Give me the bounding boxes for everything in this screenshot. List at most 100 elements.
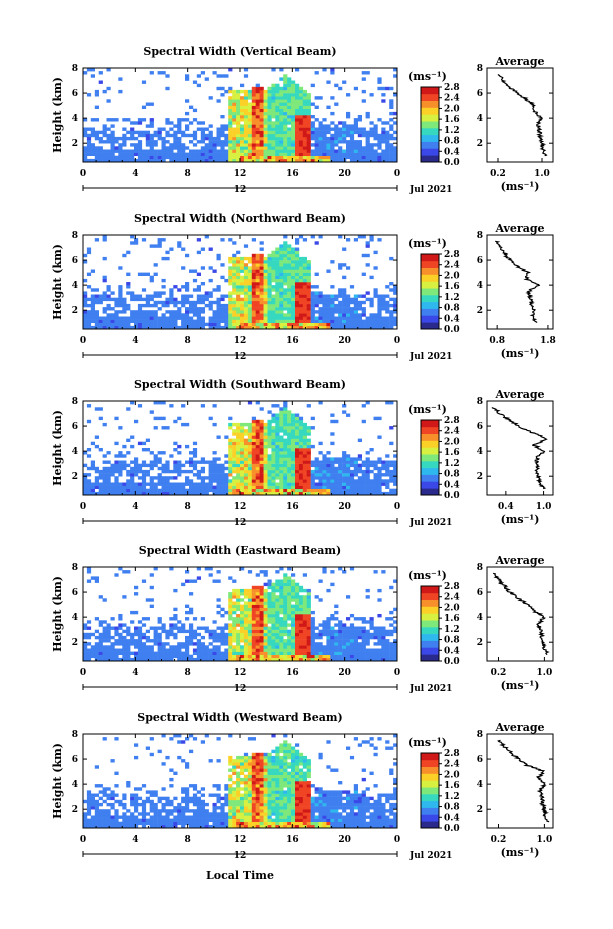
heatmap-cell (255, 466, 260, 471)
heatmap-cell (302, 143, 307, 147)
heatmap-cell (204, 485, 209, 489)
heatmap-cell (90, 310, 95, 314)
heatmap-cell (302, 601, 307, 605)
heatmap-cell (134, 482, 139, 486)
heatmap-cell (326, 269, 331, 273)
heatmap-cell (373, 635, 378, 640)
heatmap-cell (326, 473, 331, 477)
heatmap-cell (83, 149, 88, 153)
heatmap-cell (342, 294, 347, 298)
heatmap-cell (373, 325, 378, 330)
heatmap-cell (243, 441, 249, 446)
heatmap-cell (338, 485, 343, 489)
heatmap-cell (310, 473, 315, 477)
heatmap-cells (83, 68, 398, 163)
heatmap-cell (342, 454, 347, 458)
heatmap-cell (141, 313, 147, 317)
heatmap-cell (298, 623, 304, 627)
heatmap-cell (173, 651, 178, 655)
heatmap-cell (224, 143, 229, 147)
heatmap-cell (243, 269, 249, 273)
heatmap-cell (361, 476, 366, 480)
heatmap-cell (161, 155, 166, 160)
heatmap-cell (263, 604, 268, 608)
heatmap-cell (287, 149, 292, 153)
y-tick-label: 8 (72, 231, 78, 241)
heatmap-cell (255, 269, 260, 273)
heatmap-cell (259, 93, 264, 97)
heatmap-cell (216, 463, 221, 468)
heatmap-cell (251, 617, 256, 621)
heatmap-cell (271, 263, 276, 267)
heatmap-cell (220, 93, 225, 97)
heatmap-cell (326, 651, 331, 655)
heatmap-cell (243, 96, 249, 100)
heatmap-cell (283, 89, 288, 94)
heatmap-cell (137, 118, 143, 122)
heatmap-cell (326, 146, 331, 150)
heatmap-cell (243, 422, 249, 427)
heatmap-cell (298, 614, 304, 618)
heatmap-cell (240, 158, 245, 163)
heatmap-cell (302, 263, 307, 267)
heatmap-cell (118, 155, 123, 160)
heatmap-cell (310, 143, 315, 147)
heatmap-cell (208, 278, 213, 283)
heatmap-cell (177, 657, 182, 662)
heatmap-cell (83, 632, 88, 637)
heatmap-cell (271, 588, 276, 593)
heatmap-cell (287, 645, 292, 649)
heatmap-cell (298, 469, 304, 474)
heatmap-cell (314, 140, 319, 144)
heatmap-cell (306, 307, 311, 311)
heatmap-cell (393, 310, 398, 314)
heatmap-cell (251, 275, 256, 280)
heatmap-cell (271, 429, 276, 433)
heatmap-cell (255, 454, 260, 458)
heatmap-cell (255, 623, 260, 627)
heatmap-cell (291, 639, 296, 643)
heatmap-cell (126, 136, 131, 141)
panel-title: Spectral Width (Southward Beam) (134, 378, 346, 391)
heatmap-cell (192, 136, 198, 141)
heatmap-cell (232, 133, 237, 138)
heatmap-cell (287, 648, 292, 652)
heatmap-cell (90, 68, 95, 72)
heatmap-cell (275, 291, 280, 295)
heatmap-cell (161, 313, 166, 317)
heatmap-cell (255, 598, 260, 602)
heatmap-cell (134, 158, 139, 163)
heatmap-cell (349, 479, 355, 483)
heatmap-cell (228, 482, 233, 486)
heatmap-cell (259, 253, 264, 258)
heatmap-cell (342, 313, 347, 317)
heatmap-cell (259, 429, 264, 433)
heatmap-cell (349, 485, 355, 489)
heatmap-cell (330, 485, 335, 489)
heatmap-cell (169, 297, 174, 302)
colorbar-swatch (421, 155, 439, 163)
heatmap-cell (192, 451, 198, 455)
heatmap-cell (145, 654, 150, 659)
heatmap-cell (349, 629, 355, 634)
heatmap-cell (259, 485, 264, 489)
heatmap-cell (287, 632, 292, 637)
heatmap-cell (243, 158, 249, 163)
heatmap-cell (192, 149, 198, 153)
heatmap-cell (334, 460, 339, 464)
heatmap-cell (169, 143, 174, 147)
heatmap-cell (137, 654, 143, 659)
heatmap-cell (365, 133, 370, 138)
heatmap-cell (255, 89, 260, 94)
heatmap-cell (306, 614, 311, 618)
heatmap-cell (247, 149, 253, 153)
heatmap-cell (279, 124, 284, 128)
heatmap-cell (373, 482, 378, 486)
heatmap-cell (145, 438, 150, 442)
heatmap-cell (173, 488, 178, 493)
heatmap-cell (177, 130, 182, 135)
heatmap-cell (240, 620, 245, 624)
heatmap-cell (287, 601, 292, 605)
heatmap-cell (310, 322, 315, 327)
heatmap-cell (365, 71, 370, 75)
